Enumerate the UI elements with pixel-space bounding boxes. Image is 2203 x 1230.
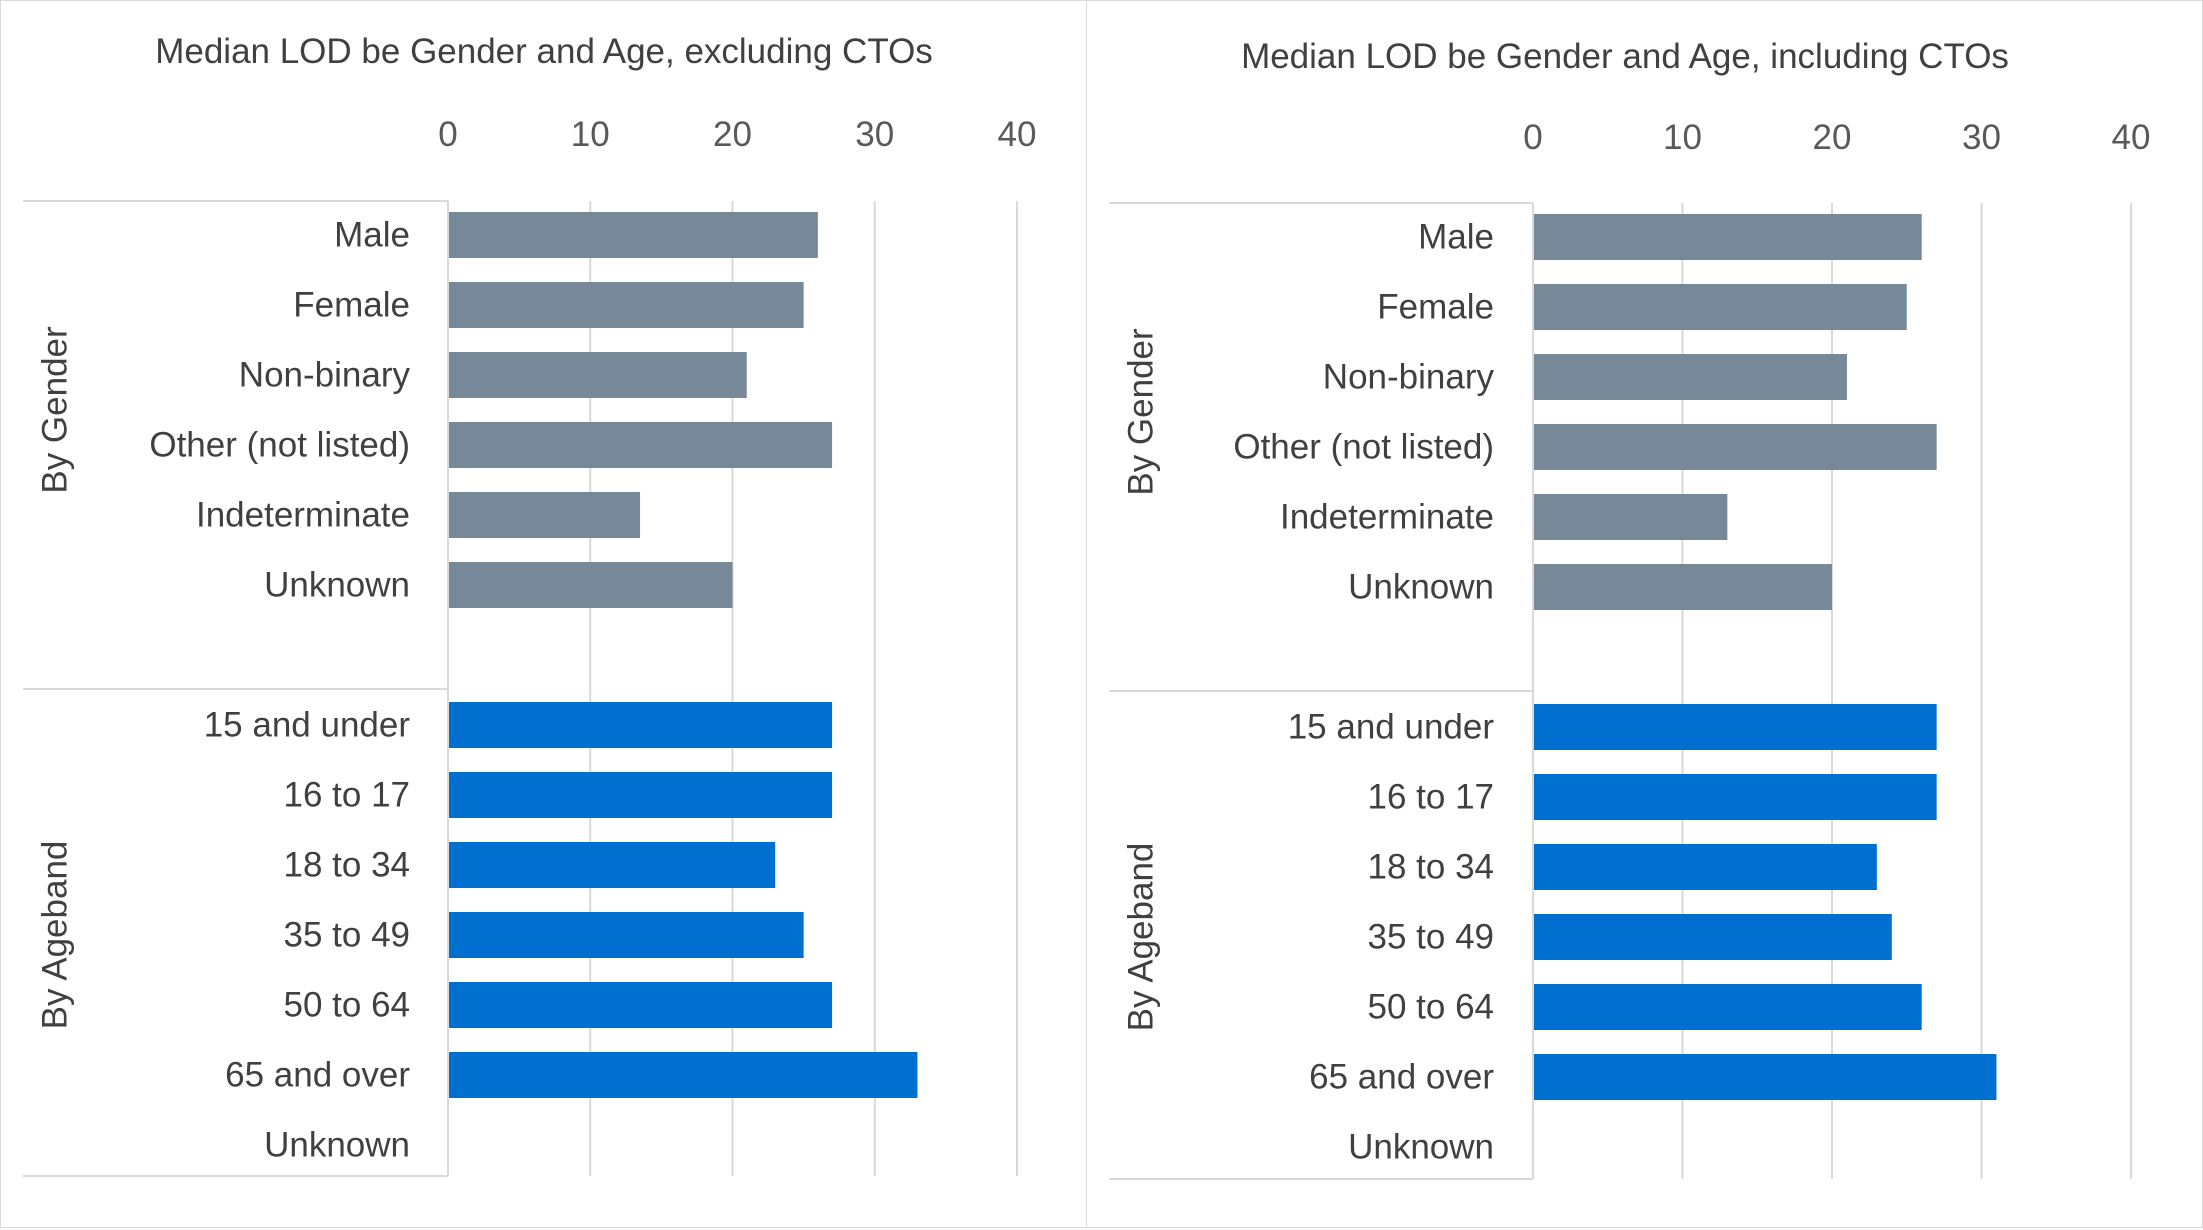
category-label: Unknown: [1348, 1128, 1494, 1167]
category-label: 50 to 64: [284, 986, 411, 1025]
bar: [1533, 914, 1892, 960]
chart-panel-excluding-ctos: Median LOD be Gender and Age, excluding …: [0, 0, 1087, 1228]
bar: [1533, 564, 1832, 610]
group-label: By Ageband: [1122, 843, 1161, 1032]
bar: [448, 842, 776, 888]
bar: [448, 912, 804, 958]
x-tick-label: 30: [1962, 118, 2001, 157]
category-label: 50 to 64: [1368, 988, 1495, 1027]
category-label: Indeterminate: [1280, 498, 1494, 537]
bar: [448, 352, 747, 398]
bar: [1533, 494, 1728, 540]
category-label: Unknown: [264, 1126, 410, 1165]
category-label: 35 to 49: [284, 916, 411, 955]
x-tick-label: 0: [438, 115, 457, 154]
bar: [448, 1052, 918, 1098]
chart-title: Median LOD be Gender and Age, including …: [1241, 37, 2009, 76]
x-tick-label: 0: [1523, 118, 1542, 157]
x-tick-label: 20: [1813, 118, 1852, 157]
category-label: Other (not listed): [149, 426, 410, 465]
x-tick-label: 40: [2112, 118, 2151, 157]
bar: [448, 562, 733, 608]
category-label: Other (not listed): [1233, 428, 1494, 467]
bar: [448, 422, 833, 468]
bar: [448, 772, 833, 818]
bar: [448, 492, 641, 538]
bar: [1533, 424, 1937, 470]
bar: [1533, 354, 1847, 400]
chart-title: Median LOD be Gender and Age, excluding …: [155, 32, 933, 71]
category-label: 18 to 34: [284, 846, 411, 885]
bar: [448, 702, 833, 748]
category-label: Non-binary: [1323, 358, 1495, 397]
bar: [1533, 284, 1907, 330]
category-label: 65 and over: [225, 1056, 410, 1095]
bar: [448, 282, 804, 328]
category-label: 16 to 17: [284, 776, 411, 815]
x-tick-label: 10: [1663, 118, 1702, 157]
category-label: 15 and under: [1288, 708, 1495, 747]
bar: [1533, 984, 1922, 1030]
category-label: Male: [1418, 218, 1494, 257]
group-label: By Ageband: [36, 841, 75, 1030]
category-label: 65 and over: [1309, 1058, 1494, 1097]
bar: [1533, 1054, 1997, 1100]
category-label: Female: [1377, 288, 1494, 327]
category-label: Male: [334, 216, 410, 255]
category-label: 16 to 17: [1368, 778, 1495, 817]
bar: [1533, 774, 1937, 820]
category-label: Non-binary: [239, 356, 411, 395]
bar: [1533, 214, 1922, 260]
category-label: Unknown: [264, 566, 410, 605]
group-label: By Gender: [1122, 328, 1161, 496]
chart-panel-including-ctos: Median LOD be Gender and Age, including …: [1086, 0, 2203, 1228]
category-label: Female: [293, 286, 410, 325]
category-label: Unknown: [1348, 568, 1494, 607]
x-tick-label: 20: [713, 115, 752, 154]
chart-svg: Median LOD be Gender and Age, excluding …: [23, 32, 1037, 1177]
bar: [448, 982, 833, 1028]
bar: [448, 212, 818, 258]
category-label: Indeterminate: [196, 496, 410, 535]
bar: [1533, 844, 1877, 890]
category-label: 15 and under: [204, 706, 411, 745]
chart-svg: Median LOD be Gender and Age, including …: [1109, 37, 2151, 1180]
x-tick-label: 30: [855, 115, 894, 154]
category-label: 35 to 49: [1368, 918, 1495, 957]
category-label: 18 to 34: [1368, 848, 1495, 887]
bar: [1533, 704, 1937, 750]
group-label: By Gender: [36, 326, 75, 494]
x-tick-label: 40: [998, 115, 1037, 154]
x-tick-label: 10: [571, 115, 610, 154]
